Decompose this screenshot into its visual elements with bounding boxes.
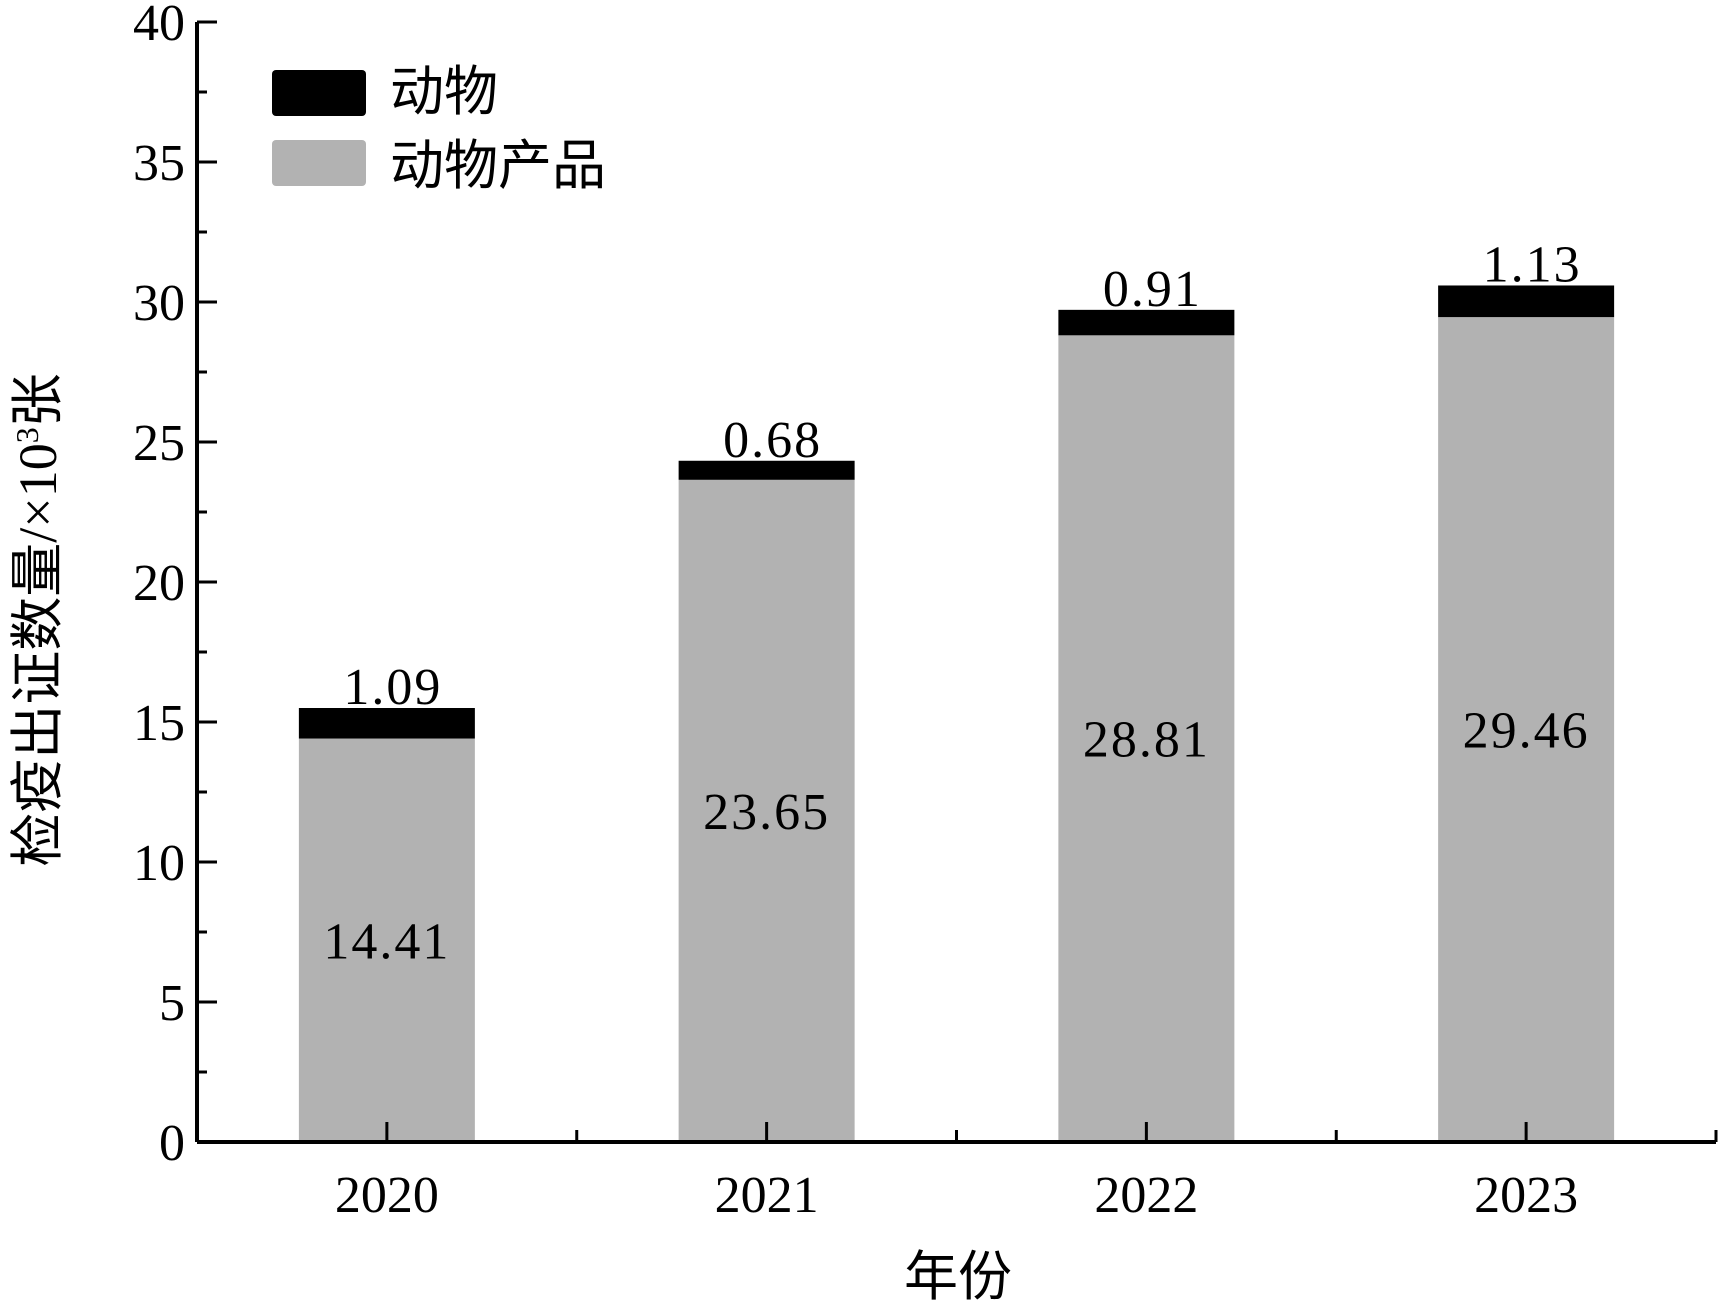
bar-animal-2023	[1438, 285, 1615, 318]
data-label-animal-2023: 1.13	[1483, 236, 1582, 293]
y-tick-label-0: 0	[159, 1115, 185, 1172]
axes-layer: 2020 2021 2022 2023 0 5 10 15 20 25 30 35 40	[133, 0, 1718, 1224]
x-tick-label-2020: 2020	[335, 1167, 439, 1224]
bar-animal-product-2020	[298, 738, 475, 1142]
bars-layer	[298, 285, 1615, 1142]
data-label-animal-2020: 1.09	[343, 659, 442, 716]
legend-label-animal-product: 动物产品	[390, 136, 606, 196]
data-label-animal-2021: 0.68	[723, 412, 822, 469]
data-label-animal-product-2020: 14.41	[323, 913, 450, 970]
bar-animal-2020	[298, 708, 475, 739]
bar-animal-product-2023	[1438, 317, 1615, 1142]
bar-animal-product-2021	[678, 479, 855, 1142]
data-label-animal-product-2022: 28.81	[1083, 712, 1210, 769]
data-label-animal-2022: 0.91	[1103, 261, 1202, 318]
legend-label-animal: 动物	[390, 62, 498, 122]
y-tick-label-25: 25	[133, 415, 185, 472]
y-tick-label-30: 30	[133, 275, 185, 332]
legend-swatch-animal	[272, 70, 366, 116]
data-labels-layer: 14.41 1.09 23.65 0.68 28.81 0.91 29.46 1.13	[323, 236, 1590, 970]
data-label-animal-product-2021: 23.65	[703, 784, 830, 841]
x-tick-label-2021: 2021	[715, 1167, 819, 1224]
legend: 动物 动物产品	[272, 62, 606, 196]
y-tick-label-35: 35	[133, 135, 185, 192]
y-tick-label-15: 15	[133, 695, 185, 752]
bar-animal-2021	[678, 460, 855, 480]
y-tick-label-40: 40	[133, 0, 185, 52]
legend-swatch-animal-product	[272, 140, 366, 186]
x-axis-title: 年份	[904, 1247, 1012, 1302]
x-tick-label-2022: 2022	[1094, 1167, 1198, 1224]
x-tick-label-2023: 2023	[1474, 1167, 1578, 1224]
bar-animal-product-2022	[1058, 335, 1235, 1142]
y-tick-label-20: 20	[133, 555, 185, 612]
y-tick-label-5: 5	[159, 975, 185, 1032]
data-label-animal-product-2023: 29.46	[1463, 703, 1590, 760]
bar-animal-2022	[1058, 309, 1235, 336]
y-tick-label-10: 10	[133, 835, 185, 892]
y-axis-title: 检疫出证数量/×103张	[8, 373, 68, 866]
